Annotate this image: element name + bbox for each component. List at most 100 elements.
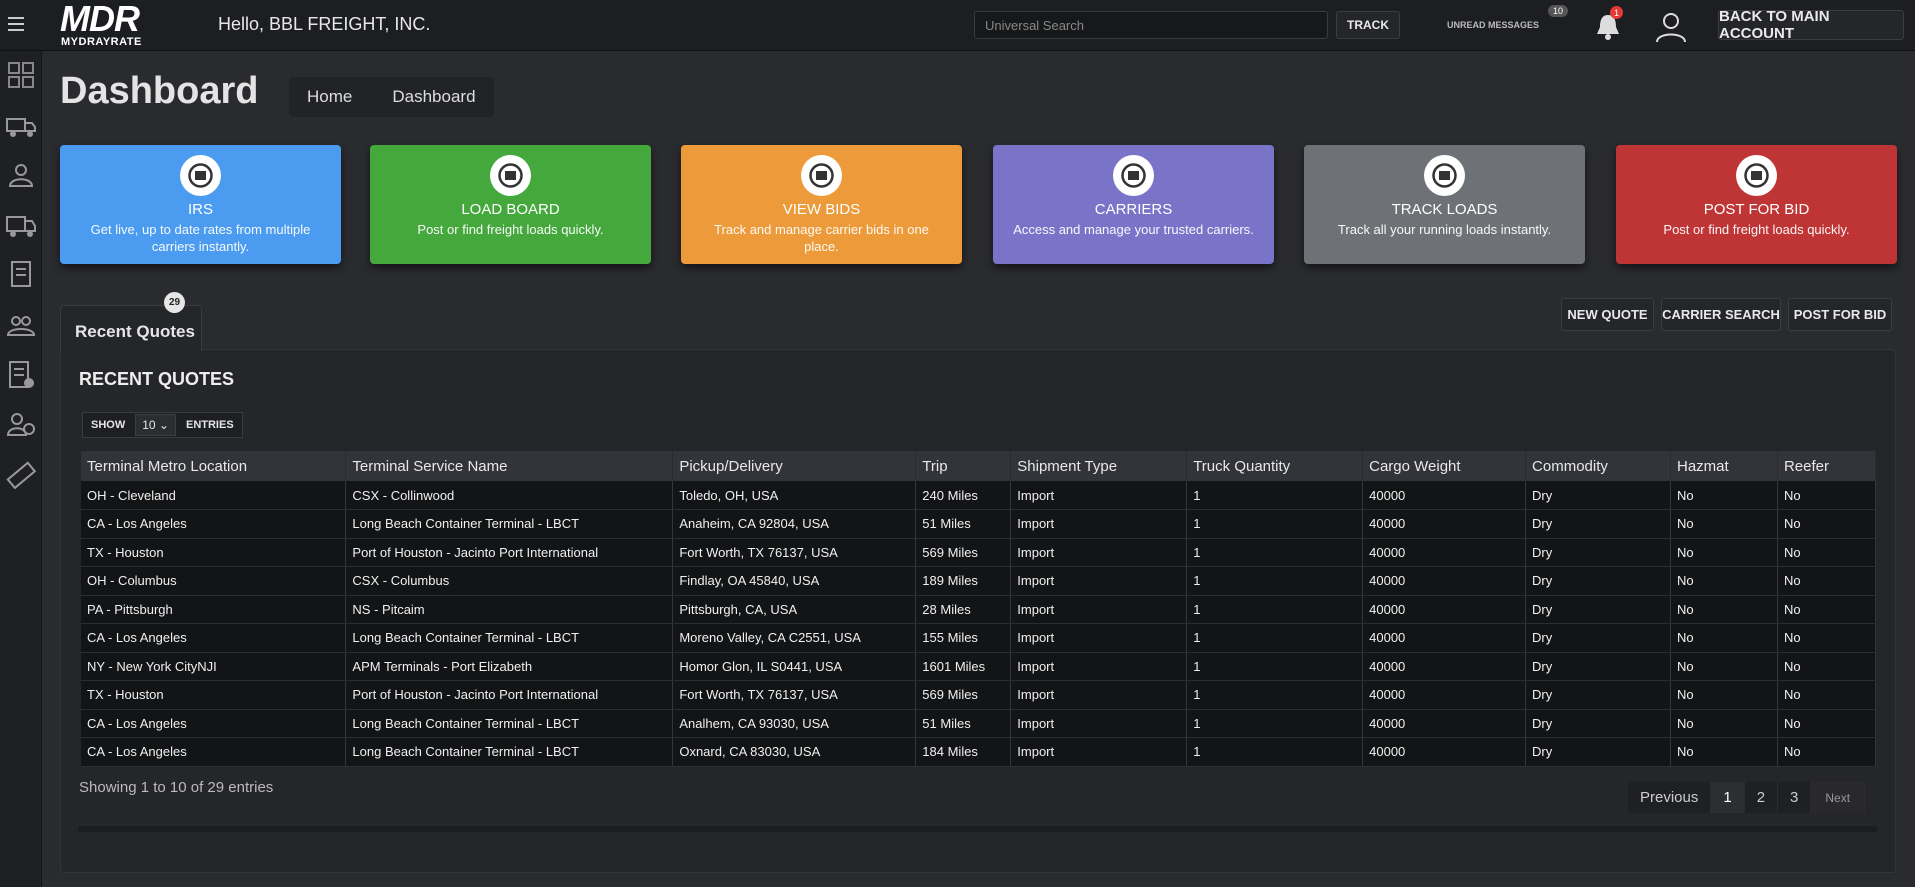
sidebar-loads[interactable] <box>5 109 37 141</box>
table-cell: No <box>1777 509 1877 539</box>
table-cell: Import <box>1010 680 1188 710</box>
column-header[interactable]: Terminal Service Name <box>345 451 674 481</box>
table-cell: 1 <box>1186 737 1364 767</box>
back-button[interactable]: BACK TO MAIN ACCOUNT <box>1718 8 1904 42</box>
table-cell: Pittsburgh, CA, USA <box>672 595 917 624</box>
table-row: TX - Houston Port of Houston - Jacinto Po… <box>81 680 1877 710</box>
sidebar-dashboard[interactable] <box>5 59 37 91</box>
card-title: POST FOR BID <box>1703 201 1810 218</box>
page-title: Dashboard <box>60 70 259 112</box>
action-button[interactable]: CARRIER SEARCH <box>1661 298 1781 331</box>
table-cell: No <box>1670 509 1778 539</box>
table-cell: No <box>1777 737 1877 767</box>
page-button[interactable]: Previous <box>1628 782 1712 813</box>
sidebar <box>0 51 42 887</box>
show-label: SHOW <box>91 419 126 431</box>
sidebar-carriers[interactable] <box>5 159 37 191</box>
page-button[interactable]: 3 <box>1778 782 1812 813</box>
sidebar-team[interactable] <box>5 409 37 441</box>
table-cell: Moreno Valley, CA C2551, USA <box>672 623 917 653</box>
table-cell: 40000 <box>1362 709 1527 738</box>
action-button[interactable]: POST FOR BID <box>1788 298 1892 331</box>
page-size-select[interactable]: 10 ⌄ <box>135 414 176 436</box>
menu-button[interactable] <box>8 15 26 33</box>
search-input[interactable]: Universal Search <box>974 11 1328 39</box>
page-button[interactable]: 2 <box>1745 782 1779 813</box>
table-cell: Import <box>1010 566 1188 596</box>
page-button[interactable]: 1 <box>1711 782 1745 813</box>
table-cell: 240 Miles <box>915 481 1012 510</box>
column-header[interactable]: Cargo Weight <box>1362 451 1527 481</box>
breadcrumb: Home Dashboard <box>289 77 494 117</box>
table-cell: CA - Los Angeles <box>81 623 347 653</box>
card-text: Access and manage your trusted carriers. <box>1013 222 1254 237</box>
table-cell: CSX - Collinwood <box>345 481 674 510</box>
page-button[interactable]: Next <box>1811 782 1866 813</box>
nav-card[interactable]: TRACK LOADS Track all your running loads … <box>1304 145 1585 264</box>
nav-card[interactable]: CARRIERS Access and manage your trusted c… <box>993 145 1274 264</box>
table-cell: Dry <box>1525 595 1671 624</box>
table-cell: CA - Los Angeles <box>81 737 347 767</box>
table-cell: Oxnard, CA 83030, USA <box>672 737 917 767</box>
nav-card[interactable]: VIEW BIDS Track and manage carrier bids i… <box>681 145 962 264</box>
column-header[interactable]: Commodity <box>1525 451 1671 481</box>
messages-link[interactable]: UNREAD MESSAGES <box>1447 20 1540 30</box>
sidebar-tickets[interactable] <box>5 459 37 491</box>
table-cell: 40000 <box>1362 566 1527 596</box>
profile-icon[interactable] <box>1654 10 1688 44</box>
table-cell: Port of Houston - Jacinto Port Internati… <box>345 680 674 710</box>
table-cell: TX - Houston <box>81 680 347 710</box>
table-cell: NY - New York CityNJI <box>81 652 347 681</box>
track-button[interactable]: TRACK <box>1336 11 1400 39</box>
table-cell: OH - Cleveland <box>81 481 347 510</box>
column-header[interactable]: Pickup/Delivery <box>672 451 917 481</box>
messages-badge: 10 <box>1548 5 1568 17</box>
nav-card[interactable]: LOAD BOARD Post or find freight loads qui… <box>370 145 651 264</box>
logo-subtitle: MYDRAYRATE <box>61 36 142 48</box>
card-title: CARRIERS <box>1094 201 1173 218</box>
table-cell: Dry <box>1525 737 1671 767</box>
table-cell: CA - Los Angeles <box>81 509 347 539</box>
table-row: TX - Houston Port of Houston - Jacinto Po… <box>81 538 1877 567</box>
card-text: Track all your running loads instantly. <box>1337 222 1552 237</box>
table-cell: Import <box>1010 538 1188 567</box>
column-header[interactable]: Shipment Type <box>1010 451 1188 481</box>
table-cell: No <box>1777 652 1877 681</box>
table-row: OH - Cleveland CSX - Collinwood Toledo, OH… <box>81 481 1877 510</box>
table-cell: 40000 <box>1362 737 1527 767</box>
greeting: Hello, BBL FREIGHT, INC. <box>218 14 431 34</box>
table-cell: No <box>1670 680 1778 710</box>
sidebar-documents[interactable] <box>5 259 37 291</box>
nav-card[interactable]: POST FOR BID Post or find freight loads q… <box>1616 145 1897 264</box>
column-header[interactable]: Terminal Metro Location <box>81 451 347 481</box>
table-cell: Findlay, OA 45840, USA <box>672 566 917 596</box>
notification-bell[interactable] <box>1594 12 1622 42</box>
column-header[interactable]: Reefer <box>1777 451 1877 481</box>
recent-quotes-tab[interactable]: Recent Quotes <box>60 305 202 351</box>
table-cell: Fort Worth, TX 76137, USA <box>672 680 917 710</box>
table-row: PA - Pittsburgh NS - Pitcaim Pittsburgh, C… <box>81 595 1877 624</box>
sidebar-reports[interactable] <box>5 359 37 391</box>
logo[interactable]: MDR <box>60 0 140 39</box>
action-button[interactable]: NEW QUOTE <box>1561 298 1654 331</box>
column-header[interactable]: Hazmat <box>1670 451 1778 481</box>
table-cell: No <box>1670 652 1778 681</box>
sidebar-trucks[interactable] <box>5 209 37 241</box>
table-cell: Dry <box>1525 538 1671 567</box>
table-cell: Dry <box>1525 509 1671 539</box>
table-row: CA - Los Angeles Long Beach Container Ter… <box>81 737 1877 767</box>
breadcrumb-item[interactable]: Home <box>307 87 353 106</box>
table-cell: Port of Houston - Jacinto Port Internati… <box>345 538 674 567</box>
table-cell: No <box>1670 595 1778 624</box>
sidebar-users[interactable] <box>5 309 37 341</box>
entries-label: ENTRIES <box>185 419 234 431</box>
column-header[interactable]: Truck Quantity <box>1186 451 1364 481</box>
horizontal-scrollbar[interactable] <box>78 826 1878 832</box>
column-header[interactable]: Trip <box>915 451 1012 481</box>
table-cell: 51 Miles <box>915 709 1012 738</box>
table-row: NY - New York CityNJI APM Terminals - Por… <box>81 652 1877 681</box>
table-cell: 40000 <box>1362 595 1527 624</box>
nav-card[interactable]: IRS Get live, up to date rates from multi… <box>60 145 341 264</box>
card-icon <box>490 155 531 196</box>
card-text: Track and manage carrier bids in one pla… <box>714 222 929 254</box>
